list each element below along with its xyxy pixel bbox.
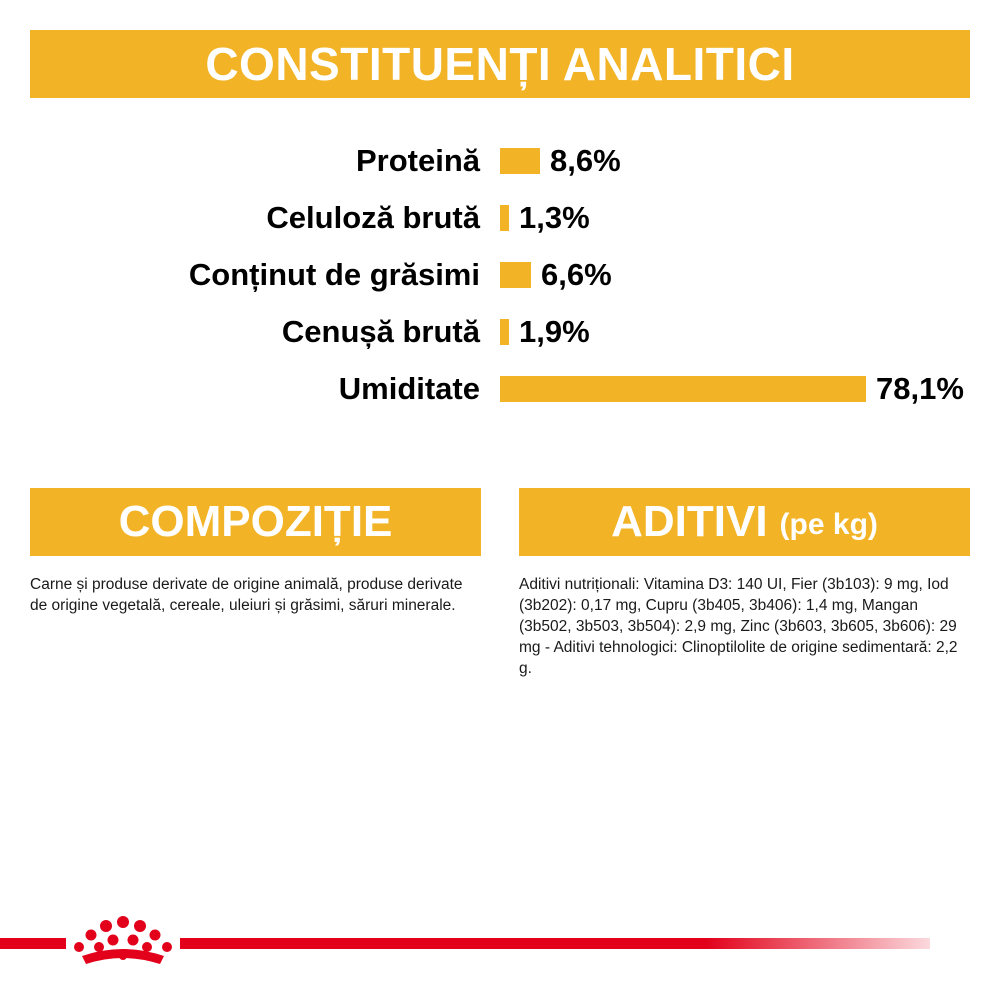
composition-title: COMPOZIȚIE [118,497,393,546]
additives-subtitle: (pe kg) [779,508,878,541]
crown-icon [74,916,172,964]
bar-value-label: 1,3% [519,200,590,235]
bar-label: Cenușă brută [281,314,480,349]
footer-red-line-left [0,938,66,949]
composition-text: Carne și produse derivate de origine ani… [30,576,463,614]
bar-value-label: 1,9% [519,314,590,349]
bar [500,376,866,402]
bar [500,205,509,231]
footer-red-line-right [180,938,930,949]
bar-value-label: 8,6% [550,143,621,178]
analytic-constituents-title: CONSTITUENȚI ANALITICI [205,38,795,90]
bar-label: Conținut de grăsimi [188,257,480,292]
bar-value-label: 78,1% [876,371,964,406]
bar [500,262,531,288]
composition-banner: COMPOZIȚIE [30,488,481,556]
bar-value-label: 6,6% [541,257,612,292]
additives-title: ADITIVI [611,497,768,546]
bar [500,319,509,345]
additives-banner: ADITIVI (pe kg) [519,488,970,556]
bar-label: Proteină [355,143,480,178]
analytic-constituents-banner: CONSTITUENȚI ANALITICI [30,30,970,98]
bar-label: Umiditate [338,371,480,406]
bar-label: Celuloză brută [266,200,480,235]
additives-text: Aditivi nutriționali: Vitamina D3: 140 U… [519,576,958,677]
bar [500,148,540,174]
